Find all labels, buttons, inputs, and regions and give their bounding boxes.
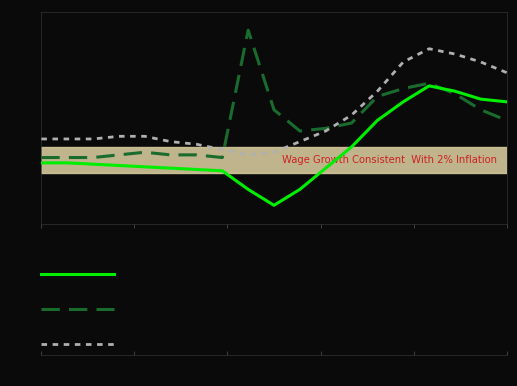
Bar [41,147,507,173]
Text: Wage Growth Consistent  With 2% Inflation: Wage Growth Consistent With 2% Inflation [282,155,497,165]
